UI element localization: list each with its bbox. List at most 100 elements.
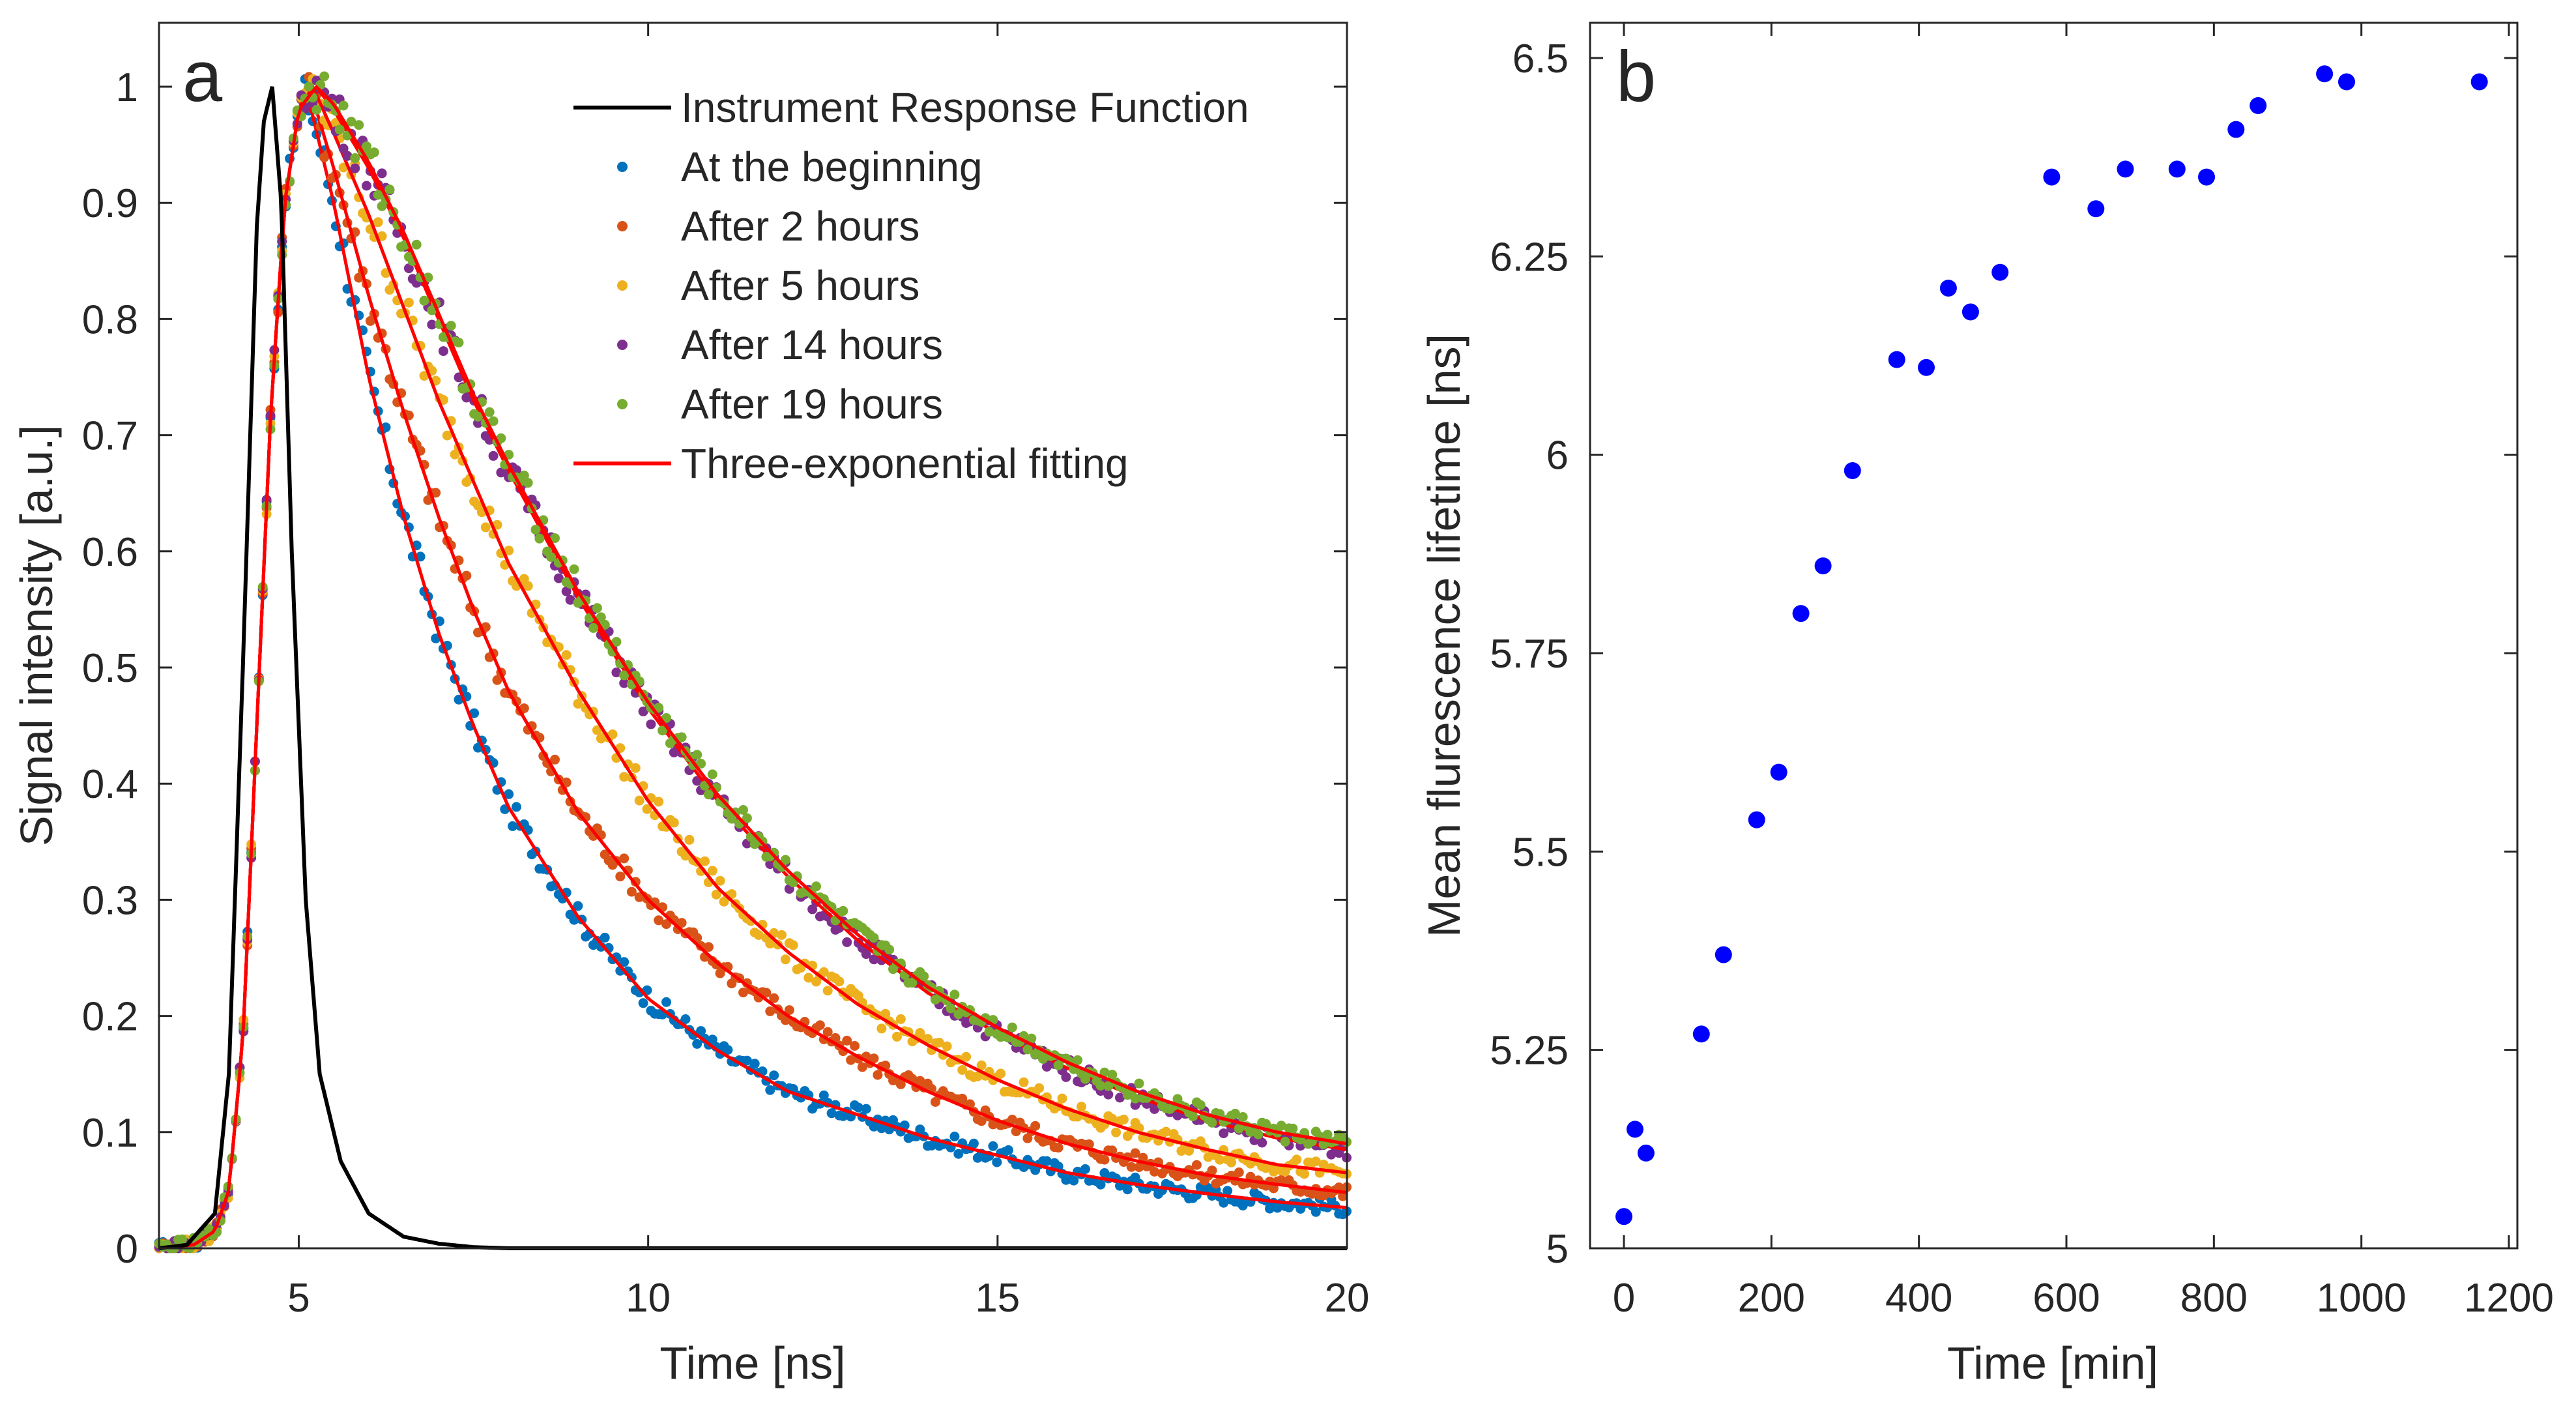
panel-a-data-point: [550, 533, 560, 544]
panel-a-data-point: [1237, 1112, 1248, 1122]
panel-a-data-point: [961, 1051, 972, 1062]
panel-a-data-point: [1310, 1156, 1321, 1167]
panel-a-y-tick-label: 0: [116, 1227, 138, 1272]
panel-a-data-point: [761, 988, 772, 998]
panel-a-data-point: [1207, 1166, 1217, 1176]
panel-a-data-point: [934, 1038, 944, 1048]
panel-a-data-point: [880, 1008, 891, 1019]
panel-a-data-point: [338, 143, 349, 154]
panel-b-data-point: [1792, 605, 1810, 623]
panel-b-data-point: [1991, 263, 2009, 281]
panel-a-data-point: [1234, 1123, 1244, 1134]
panel-a-data-point: [842, 1035, 852, 1046]
panel-a-data-point: [319, 71, 330, 81]
panel-a-data-point: [895, 1079, 906, 1089]
panel-a-data-point: [1188, 1111, 1198, 1121]
panel-a-data-point: [496, 433, 506, 443]
panel-b-y-tick-label: 5.75: [1490, 632, 1569, 677]
panel-a-data-point: [530, 525, 541, 535]
panel-b-y-axis-label: Mean flurescence lifetime [ns]: [1419, 334, 1469, 937]
panel-a-data-point: [919, 971, 929, 982]
panel-b-data-point: [1627, 1121, 1643, 1138]
panel-b-x-tick-label: 600: [2033, 1276, 2100, 1321]
panel-a-data-point: [553, 573, 564, 583]
panel-a-fit-line: [158, 84, 1347, 1250]
panel-a-data-point: [1099, 1154, 1110, 1165]
panel-a-fit-line: [158, 83, 1347, 1250]
panel-a-data-point: [1234, 1167, 1244, 1177]
panel-b-data-point: [2117, 160, 2134, 178]
panel-b-data-point: [1888, 351, 1905, 368]
panel-a-data-point: [427, 319, 437, 330]
panel-b-y-tick-label: 5.25: [1490, 1029, 1569, 1074]
panel-a-x-axis-label: Time [ns]: [659, 1338, 845, 1388]
panel-a-data-point: [600, 932, 610, 943]
panel-b-data-point: [2338, 73, 2355, 91]
panel-a-data-point: [700, 856, 710, 866]
panel-a-data-point: [1191, 1160, 1202, 1170]
panel-a-data-point: [957, 1065, 968, 1075]
panel-a-data-point: [992, 1157, 1002, 1167]
panel-a-data-point: [592, 603, 602, 613]
panel-a-data-point: [753, 930, 764, 940]
panel-a-data-point: [1019, 1162, 1029, 1172]
panel-a-x-tick-label: 15: [975, 1276, 1020, 1321]
panel-a-data-point: [838, 905, 848, 916]
panel-a-y-tick-label: 0.9: [82, 181, 138, 226]
panel-a-y-axis-label: Signal intensity [a.u.]: [11, 425, 62, 846]
panel-a-data-point: [1080, 1164, 1090, 1174]
panel-a-data-point: [861, 1104, 871, 1114]
panel-b-lifetime-chart: 0 200 400 600 800 1000 1200 5 5.25 5.5 5.75 6 6.25 6.…: [1419, 22, 2554, 1388]
panel-b-y-tick-label: 5.5: [1512, 830, 1569, 875]
panel-a-data-point: [946, 1003, 956, 1014]
panel-a-data-point: [419, 371, 429, 381]
panel-a-data-point: [569, 564, 579, 574]
panel-a-data-point: [968, 1138, 979, 1149]
panel-a-data-point: [703, 942, 714, 952]
panel-a-data-point: [654, 915, 664, 926]
panel-a-ticks: 5 10 15 20 0 0.1 0.2 0.3 0.4 0.5 0.6 0.7 0.8 0.9 1: [82, 23, 1369, 1321]
panel-b-x-tick-label: 1200: [2464, 1276, 2554, 1321]
panel-a-legend-label: At the beginning: [681, 143, 983, 190]
panel-a-data-point: [373, 190, 383, 200]
panel-a-legend-label: After 5 hours: [681, 262, 919, 309]
panel-a-data-point: [696, 759, 706, 769]
panel-b-x-axis-label: Time [min]: [1947, 1338, 2158, 1388]
panel-a-data-point: [611, 667, 622, 678]
panel-b-x-tick-label: 200: [1738, 1276, 1805, 1321]
panel-b-data-point: [2470, 73, 2488, 91]
panel-b-x-tick-label: 0: [1613, 1276, 1635, 1321]
panel-a-data-point: [869, 1121, 879, 1132]
panel-a-data-point: [654, 797, 664, 807]
panel-b-data-point: [1748, 811, 1765, 829]
panel-b-data-point: [1961, 303, 1979, 321]
panel-a-data-point: [811, 881, 821, 892]
panel-a-data-point: [488, 450, 499, 461]
panel-a-data-point: [1095, 1179, 1106, 1190]
panel-a-data-point: [661, 919, 671, 930]
panel-a-data-point: [1257, 1137, 1267, 1148]
panel-a-data-point: [350, 153, 360, 163]
panel-a-data-point: [369, 147, 379, 158]
panel-a-data-point: [1292, 1154, 1302, 1165]
panel-a-data-point: [658, 726, 668, 736]
panel-a-data-point: [822, 1027, 833, 1037]
panel-a-data-point: [638, 998, 648, 1008]
panel-a-data-point: [508, 821, 518, 831]
panel-a-data-point: [1115, 1093, 1125, 1103]
panel-a-data-point: [588, 623, 598, 633]
panel-a-data-point: [876, 1123, 887, 1134]
panel-a-data-point: [769, 993, 779, 1003]
panel-a-data-point: [454, 338, 464, 347]
panel-a-data-point: [438, 346, 448, 357]
panel-a-data-point: [411, 239, 422, 250]
panel-a-data-point: [1118, 1114, 1129, 1124]
panel-a-data-point: [1134, 1078, 1144, 1089]
panel-a-data-point: [1026, 1033, 1037, 1044]
panel-a-data-point: [561, 586, 572, 596]
panel-a-data-point: [707, 1034, 717, 1045]
panel-a-data-point: [661, 713, 671, 723]
panel-a-data-point: [1219, 1128, 1229, 1139]
panel-a-data-point: [1061, 1072, 1071, 1082]
panel-a-data-point: [480, 522, 491, 533]
